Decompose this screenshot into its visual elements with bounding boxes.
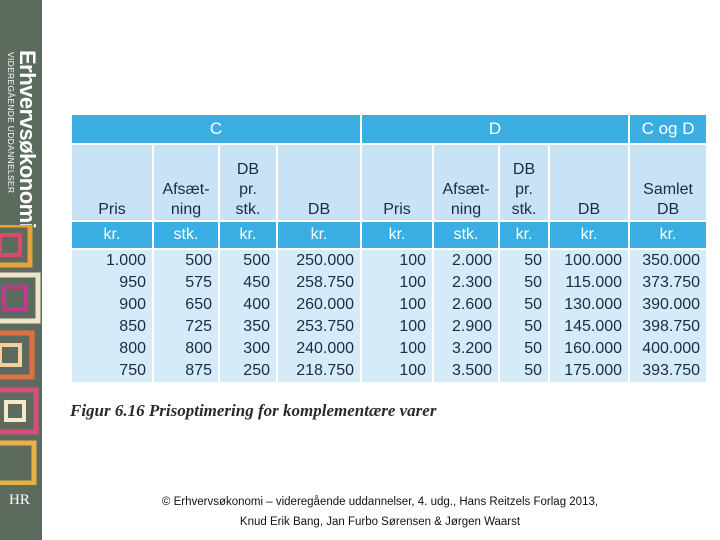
brand: Erhvervsøkonomi — [15, 50, 40, 229]
footer-line: © Erhvervsøkonomi – videregående uddanne… — [161, 496, 599, 508]
data-row: 800 800 300 240.000 100 3.200 50 160.000 400.000 — [70, 338, 709, 360]
data-cell: 253.750 — [275, 316, 363, 338]
data-cell: 350.000 — [628, 249, 709, 272]
unit-cell: kr. — [70, 221, 154, 250]
unit-cell: kr. — [360, 221, 435, 250]
data-cell: 800 — [152, 338, 220, 360]
data-row: 750 875 250 218.750 100 3.500 50 175.000 393.750 — [70, 360, 709, 382]
column-header: DB pr. stk. — [498, 144, 551, 222]
data-cell: 145.000 — [548, 316, 631, 338]
data-row: 950 575 450 258.750 100 2.300 50 115.000 373.750 — [70, 272, 709, 294]
column-header: DB pr. stk. — [218, 144, 278, 222]
data-cell: 373.750 — [628, 272, 709, 294]
data-cell: 160.000 — [548, 338, 631, 360]
data-cell: 2.000 — [432, 249, 501, 272]
column-header: Pris — [70, 144, 154, 222]
data-cell: 900 — [70, 294, 154, 316]
group-header: C — [69, 115, 363, 145]
column-header: DB — [275, 144, 363, 222]
data-cell: 400 — [218, 294, 278, 316]
group-header: D — [360, 115, 631, 145]
column-header: Pris — [360, 144, 435, 222]
data-cell: 750 — [70, 360, 154, 382]
unit-cell: kr. — [548, 221, 631, 250]
data-cell: 500 — [152, 249, 220, 272]
data-cell: 50 — [498, 249, 551, 272]
brand-subtitle: VIDEREGÅENDE UDDANNELSER — [6, 52, 16, 194]
data-cell: 50 — [498, 338, 551, 360]
data-cell: 3.200 — [432, 338, 501, 360]
data-cell: 350 — [218, 316, 278, 338]
data-cell: 130.000 — [548, 294, 631, 316]
data-row: 850 725 350 253.750 100 2.900 50 145.000 398.750 — [70, 316, 709, 338]
data-cell: 260.000 — [275, 294, 363, 316]
unit-row: kr. stk. kr. kr. kr. stk. kr. kr. kr. — [70, 221, 709, 250]
data-cell: 950 — [70, 272, 154, 294]
data-cell: 100 — [360, 338, 435, 360]
data-cell: 100 — [360, 360, 435, 382]
data-cell: 2.600 — [432, 294, 501, 316]
unit-cell: kr. — [218, 221, 278, 250]
data-cell: 50 — [498, 316, 551, 338]
data-cell: 650 — [152, 294, 220, 316]
data-cell: 258.750 — [275, 272, 363, 294]
data-cell: 240.000 — [275, 338, 363, 360]
data-cell: 300 — [218, 338, 278, 360]
data-cell: 875 — [152, 360, 220, 382]
data-cell: 50 — [498, 294, 551, 316]
unit-cell: stk. — [152, 221, 220, 250]
column-header: Afsæt- ning — [152, 144, 220, 222]
footer-line: Knud Erik Bang, Jan Furbo Sørensen & Jør… — [239, 516, 521, 528]
caption: Figur 6.16 Prisoptimering for komplement… — [70, 401, 437, 420]
data-cell: 725 — [152, 316, 220, 338]
header-row: Pris Afsæt- ning DB pr. stk. DB Pris Afsæt- n… — [70, 144, 709, 222]
logo: HR — [9, 492, 30, 508]
data-cell: 450 — [218, 272, 278, 294]
data-cell: 2.300 — [432, 272, 501, 294]
unit-cell: kr. — [275, 221, 363, 250]
unit-cell: kr. — [498, 221, 551, 250]
data-cell: 575 — [152, 272, 220, 294]
column-header: Samlet DB — [628, 144, 709, 222]
data-cell: 250 — [218, 360, 278, 382]
data-cell: 100 — [360, 294, 435, 316]
data-cell: 100 — [360, 272, 435, 294]
data-cell: 800 — [70, 338, 154, 360]
sidebar: Erhvervsøkonomi VIDEREGÅENDE UDDANNELSER… — [0, 0, 42, 540]
column-header: DB — [548, 144, 631, 222]
data-cell: 400.000 — [628, 338, 709, 360]
data-cell: 100 — [360, 316, 435, 338]
data-cell: 218.750 — [275, 360, 363, 382]
data-row: 900 650 400 260.000 100 2.600 50 130.000 390.000 — [70, 294, 709, 316]
group-header: C og D — [628, 115, 709, 145]
data-cell: 850 — [70, 316, 154, 338]
pattern — [0, 225, 41, 485]
data-row: 1.000 500 500 250.000 100 2.000 50 100.000 350.0… — [70, 249, 709, 272]
data-cell: 115.000 — [548, 272, 631, 294]
data-cell: 3.500 — [432, 360, 501, 382]
data-cell: 175.000 — [548, 360, 631, 382]
data-cell: 50 — [498, 360, 551, 382]
data-cell: 100 — [360, 249, 435, 272]
data-cell: 100.000 — [548, 249, 631, 272]
data-cell: 2.900 — [432, 316, 501, 338]
data-cell: 500 — [218, 249, 278, 272]
data-cell: 50 — [498, 272, 551, 294]
data-cell: 250.000 — [275, 249, 363, 272]
unit-cell: kr. — [628, 221, 709, 250]
data-cell: 1.000 — [70, 249, 154, 272]
data-cell: 390.000 — [628, 294, 709, 316]
data-cell: 393.750 — [628, 360, 709, 382]
unit-cell: stk. — [432, 221, 501, 250]
column-header: Afsæt- ning — [432, 144, 501, 222]
data-cell: 398.750 — [628, 316, 709, 338]
